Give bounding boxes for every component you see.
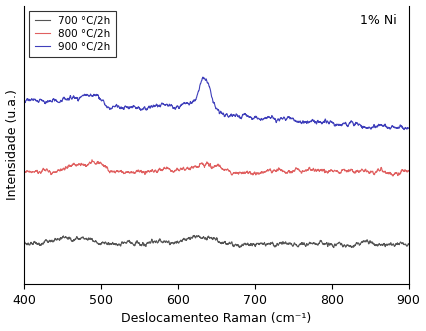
800 °C/2h — [395, 173, 400, 177]
800 °C/2h — [390, 174, 395, 178]
700 °C/2h — [192, 233, 197, 237]
900 °C/2h — [402, 128, 407, 132]
Legend: 700 °C/2h, 800 °C/2h, 900 °C/2h: 700 °C/2h, 800 °C/2h, 900 °C/2h — [29, 11, 116, 58]
700 °C/2h — [209, 236, 214, 240]
700 °C/2h — [395, 243, 400, 247]
700 °C/2h — [22, 241, 27, 245]
700 °C/2h — [395, 241, 400, 245]
700 °C/2h — [325, 241, 330, 245]
700 °C/2h — [41, 241, 46, 245]
800 °C/2h — [22, 170, 27, 174]
800 °C/2h — [209, 165, 214, 169]
Y-axis label: Intensidade (u.a.): Intensidade (u.a.) — [6, 89, 19, 200]
Text: 1% Ni: 1% Ni — [360, 14, 397, 27]
900 °C/2h — [406, 126, 411, 130]
Line: 900 °C/2h: 900 °C/2h — [24, 77, 409, 130]
800 °C/2h — [89, 158, 95, 162]
900 °C/2h — [395, 126, 400, 130]
900 °C/2h — [325, 119, 330, 123]
900 °C/2h — [22, 99, 27, 103]
X-axis label: Deslocamenteo Raman (cm⁻¹): Deslocamenteo Raman (cm⁻¹) — [121, 312, 311, 325]
800 °C/2h — [41, 167, 46, 171]
800 °C/2h — [406, 169, 411, 173]
800 °C/2h — [325, 170, 330, 174]
800 °C/2h — [395, 173, 400, 177]
900 °C/2h — [200, 75, 205, 79]
700 °C/2h — [406, 242, 411, 246]
700 °C/2h — [199, 236, 204, 240]
800 °C/2h — [199, 162, 204, 166]
900 °C/2h — [198, 81, 203, 85]
900 °C/2h — [41, 99, 46, 103]
Line: 700 °C/2h: 700 °C/2h — [24, 235, 409, 248]
900 °C/2h — [209, 93, 214, 97]
700 °C/2h — [331, 246, 336, 250]
Line: 800 °C/2h: 800 °C/2h — [24, 160, 409, 176]
900 °C/2h — [395, 126, 400, 130]
